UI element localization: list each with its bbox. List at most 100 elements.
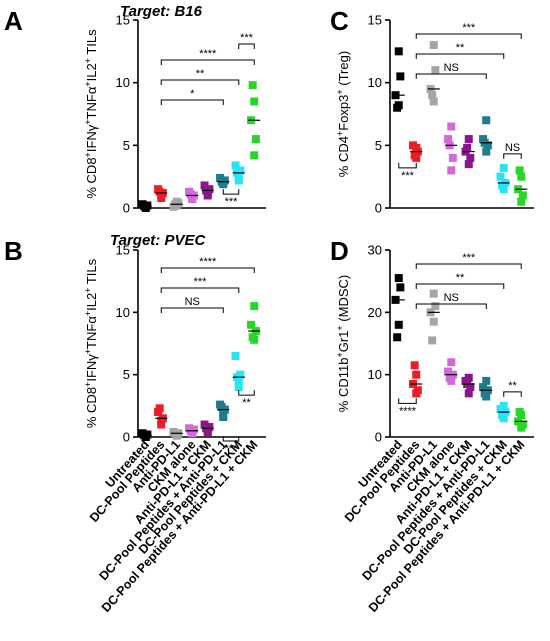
significance-bracket (160, 267, 255, 273)
y-axis-label: % CD11b+Gr1+ (MDSC) (335, 275, 351, 412)
y-tick-label: 0 (375, 430, 382, 445)
data-point (444, 367, 453, 376)
significance-label: NS (444, 62, 459, 74)
significance-bracket (503, 153, 522, 159)
panel-letter: B (4, 236, 23, 266)
y-tick-label: 5 (123, 138, 130, 153)
data-point (413, 386, 422, 395)
panel-B: B Target: PVEC 0 5 10 15 % CD8+IFNγ+TNFα+IL2+ … (4, 232, 266, 615)
data-point (248, 81, 257, 90)
data-point (431, 66, 440, 75)
significance-label: NS (185, 296, 200, 308)
y-tick-label: 0 (123, 201, 130, 216)
data-point (200, 181, 209, 190)
data-point (248, 333, 257, 342)
significance-bracket (415, 283, 505, 289)
data-point (188, 195, 197, 204)
data-point (394, 274, 403, 283)
y-tick-label: 20 (368, 305, 382, 320)
data-point (498, 411, 507, 420)
significance-label: ** (196, 68, 205, 80)
y-tick-label: 30 (368, 243, 382, 258)
data-point (155, 187, 164, 196)
significance-label: **** (199, 48, 217, 60)
y-tick-label: 5 (123, 367, 130, 382)
significance-label: * (190, 88, 195, 100)
data-point (448, 153, 457, 162)
data-point (515, 408, 524, 417)
data-point (247, 320, 256, 329)
significance-label: *** (462, 252, 476, 264)
data-point (518, 420, 527, 429)
data-point (464, 389, 473, 398)
data-point (251, 135, 260, 144)
significance-bracket (222, 436, 240, 442)
data-point (515, 166, 524, 175)
data-point (463, 143, 472, 152)
significance-label: ** (242, 397, 251, 409)
panel-title: Target: PVEC (110, 232, 206, 249)
data-point (394, 320, 403, 329)
significance-bracket (415, 33, 522, 39)
data-point (412, 370, 421, 379)
data-point (155, 404, 164, 413)
significance-bracket (398, 162, 417, 169)
data-point (203, 191, 212, 200)
y-tick-label: 10 (116, 305, 130, 320)
significance-label: *** (240, 32, 254, 44)
panel-title: Target: B16 (120, 3, 203, 20)
data-point (480, 389, 489, 398)
data-point (464, 373, 473, 382)
y-tick-label: 5 (375, 138, 382, 153)
significance-bracket (222, 189, 240, 195)
significance-bracket (160, 287, 240, 293)
data-point (219, 413, 228, 422)
data-point (464, 160, 473, 169)
data-point (464, 135, 473, 144)
significance-label: *** (194, 276, 208, 288)
significance-label: *** (225, 196, 239, 208)
data-point (499, 401, 508, 410)
panel-letter: C (330, 6, 349, 36)
significance-label: **** (399, 405, 417, 417)
significance-bracket (415, 73, 487, 79)
y-tick-label: 10 (116, 75, 130, 90)
significance-bracket (415, 263, 522, 269)
data-point (394, 47, 403, 56)
significance-bracket (398, 398, 417, 404)
significance-label: *** (401, 170, 415, 182)
data-point (157, 416, 166, 425)
data-point (499, 163, 508, 172)
data-point (410, 361, 419, 370)
data-point (250, 302, 259, 311)
significance-bracket (415, 303, 487, 309)
data-point (479, 383, 488, 392)
y-tick-label: 0 (123, 430, 130, 445)
significance-bracket (238, 390, 255, 396)
y-axis-label: % CD8+IFNγ+TNFα+IL2+ TILs (83, 29, 99, 199)
data-point (250, 151, 259, 160)
data-point (250, 97, 259, 106)
panel-letter: D (330, 236, 349, 266)
significance-label: *** (462, 22, 476, 34)
significance-label: **** (199, 256, 217, 268)
data-point (234, 176, 243, 185)
data-point (186, 190, 195, 199)
significance-bracket (238, 43, 255, 49)
data-point (447, 122, 456, 131)
significance-bracket (160, 307, 224, 313)
significance-label: ** (508, 380, 517, 392)
significance-bracket (160, 99, 224, 105)
data-point (393, 103, 402, 112)
data-point (498, 181, 507, 190)
data-point (431, 302, 440, 311)
significance-label: ** (456, 42, 465, 54)
significance-label: ** (456, 272, 465, 284)
y-axis-label: % CD4+Foxp3+ (Treg) (335, 51, 351, 177)
significance-bracket (503, 391, 522, 397)
data-point (393, 333, 402, 342)
data-point (447, 358, 456, 367)
data-point (217, 403, 226, 412)
data-point (396, 283, 405, 292)
